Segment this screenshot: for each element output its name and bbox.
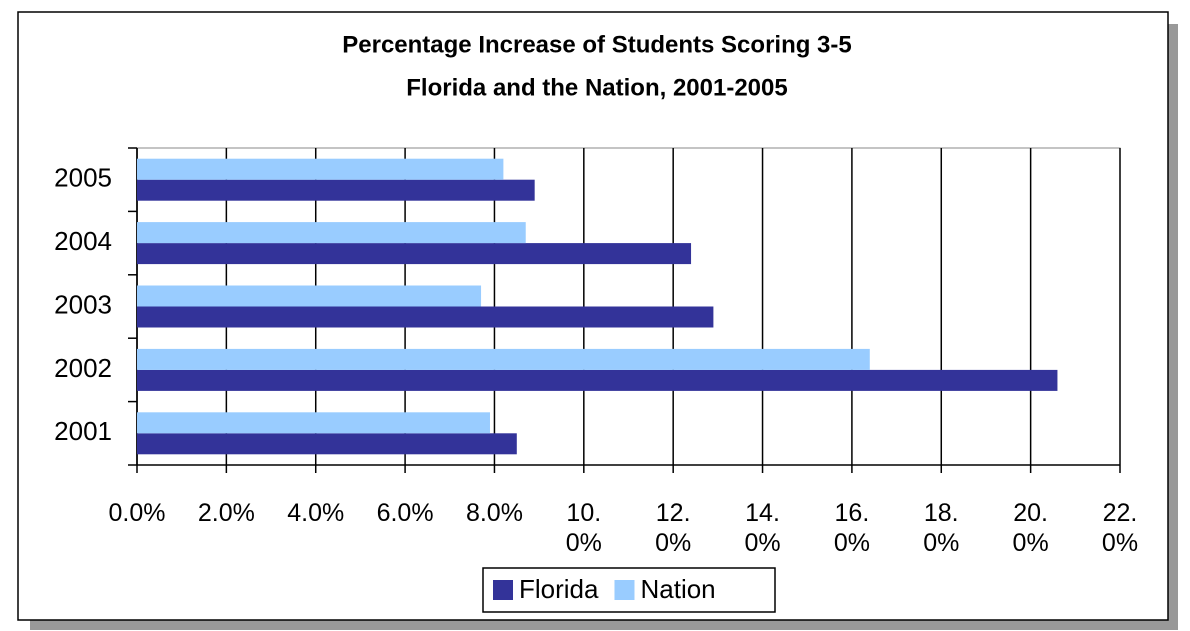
x-tick-label: 16.0%	[833, 499, 870, 557]
bar	[137, 179, 535, 201]
x-tick-label: 18.0%	[923, 499, 960, 557]
bar	[137, 348, 870, 370]
chart-title: Percentage Increase of Students Scoring …	[342, 31, 852, 58]
bar	[137, 285, 482, 307]
x-tick-label: 12.0%	[655, 499, 692, 557]
x-tick-label: 20.0%	[1012, 499, 1049, 557]
y-tick-label: 2005	[54, 163, 112, 193]
x-tick-label: 8.0%	[465, 499, 523, 527]
legend-swatch	[493, 580, 513, 600]
bar	[137, 158, 504, 180]
x-tick-label: 2.0%	[197, 499, 255, 527]
x-tick-label: 10.0%	[565, 499, 602, 557]
bar	[137, 222, 526, 244]
y-tick-label: 2003	[54, 289, 112, 319]
bar	[137, 433, 517, 455]
y-tick-label: 2001	[54, 416, 112, 446]
x-tick-label: 6.0%	[376, 499, 434, 527]
legend-swatch	[614, 580, 635, 600]
x-tick-label: 4.0%	[287, 499, 345, 527]
x-tick-label: 14.0%	[744, 499, 781, 557]
x-tick-label: 0.0%	[108, 499, 166, 527]
bar	[137, 369, 1058, 391]
shadow	[30, 620, 1178, 630]
x-tick-label: 22.0%	[1101, 499, 1139, 557]
chart-subtitle: Florida and the Nation, 2001-2005	[406, 74, 787, 101]
bar	[137, 243, 692, 265]
y-tick-label: 2002	[54, 353, 112, 383]
bar	[137, 412, 490, 434]
legend-label: Florida	[519, 574, 599, 604]
legend-label: Nation	[640, 574, 715, 604]
bar	[137, 306, 714, 328]
y-tick-label: 2004	[54, 226, 112, 256]
shadow	[1168, 24, 1178, 630]
